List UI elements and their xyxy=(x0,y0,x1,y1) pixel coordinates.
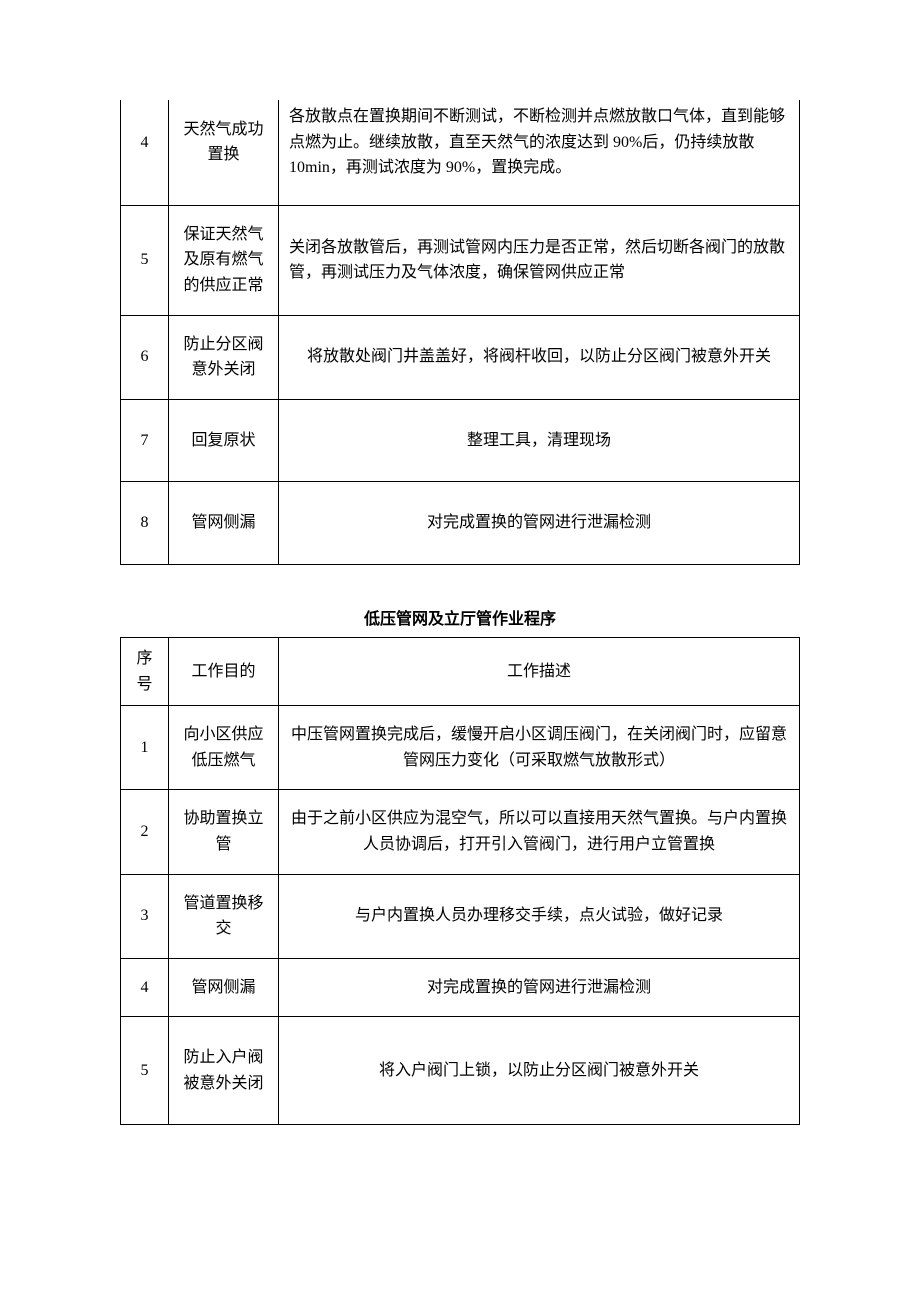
row-num: 4 xyxy=(121,100,169,205)
table2: 序号 工作目的 工作描述 1向小区供应低压燃气中压管网置换完成后，缓慢开启小区调… xyxy=(120,637,800,1126)
table-row: 6防止分区阀意外关闭将放散处阀门井盖盖好，将阀杆收回，以防止分区阀门被意外开关 xyxy=(121,315,800,399)
row-desc: 将入户阀门上锁，以防止分区阀门被意外开关 xyxy=(279,1017,800,1125)
table-row: 4天然气成功置换各放散点在置换期间不断测试，不断检测并点燃放散口气体，直到能够点… xyxy=(121,100,800,205)
row-purpose: 防止分区阀意外关闭 xyxy=(169,315,279,399)
row-desc: 将放散处阀门井盖盖好，将阀杆收回，以防止分区阀门被意外开关 xyxy=(279,315,800,399)
table2-header-desc: 工作描述 xyxy=(279,637,800,705)
row-purpose: 保证天然气及原有燃气的供应正常 xyxy=(169,205,279,315)
table2-container: 序号 工作目的 工作描述 1向小区供应低压燃气中压管网置换完成后，缓慢开启小区调… xyxy=(120,637,800,1126)
table2-header-row: 序号 工作目的 工作描述 xyxy=(121,637,800,705)
row-desc: 关闭各放散管后，再测试管网内压力是否正常，然后切断各阀门的放散管，再测试压力及气… xyxy=(279,205,800,315)
table1-body: 4天然气成功置换各放散点在置换期间不断测试，不断检测并点燃放散口气体，直到能够点… xyxy=(121,100,800,564)
row-desc: 对完成置换的管网进行泄漏检测 xyxy=(279,482,800,565)
row-num: 4 xyxy=(121,958,169,1017)
table2-header-purpose: 工作目的 xyxy=(169,637,279,705)
table1: 4天然气成功置换各放散点在置换期间不断测试，不断检测并点燃放散口气体，直到能够点… xyxy=(120,100,800,565)
table-row: 4管网侧漏对完成置换的管网进行泄漏检测 xyxy=(121,958,800,1017)
table2-body: 序号 工作目的 工作描述 1向小区供应低压燃气中压管网置换完成后，缓慢开启小区调… xyxy=(121,637,800,1125)
row-num: 8 xyxy=(121,482,169,565)
row-desc: 整理工具，清理现场 xyxy=(279,399,800,482)
row-desc: 对完成置换的管网进行泄漏检测 xyxy=(279,958,800,1017)
table-row: 8管网侧漏对完成置换的管网进行泄漏检测 xyxy=(121,482,800,565)
row-purpose: 回复原状 xyxy=(169,399,279,482)
table-row: 2协助置换立管由于之前小区供应为混空气，所以可以直接用天然气置换。与户内置换人员… xyxy=(121,790,800,874)
row-desc: 与户内置换人员办理移交手续，点火试验，做好记录 xyxy=(279,874,800,958)
table-row: 1向小区供应低压燃气中压管网置换完成后，缓慢开启小区调压阀门，在关闭阀门时，应留… xyxy=(121,706,800,790)
table-row: 5保证天然气及原有燃气的供应正常关闭各放散管后，再测试管网内压力是否正常，然后切… xyxy=(121,205,800,315)
row-purpose: 防止入户阀被意外关闭 xyxy=(169,1017,279,1125)
row-purpose: 管网侧漏 xyxy=(169,958,279,1017)
row-num: 5 xyxy=(121,205,169,315)
row-desc: 中压管网置换完成后，缓慢开启小区调压阀门，在关闭阀门时，应留意管网压力变化（可采… xyxy=(279,706,800,790)
row-desc: 各放散点在置换期间不断测试，不断检测并点燃放散口气体，直到能够点燃为止。继续放散… xyxy=(279,100,800,205)
row-num: 7 xyxy=(121,399,169,482)
row-purpose: 管道置换移交 xyxy=(169,874,279,958)
table2-header-num: 序号 xyxy=(121,637,169,705)
row-num: 3 xyxy=(121,874,169,958)
row-purpose: 天然气成功置换 xyxy=(169,100,279,205)
row-purpose: 协助置换立管 xyxy=(169,790,279,874)
row-purpose: 管网侧漏 xyxy=(169,482,279,565)
row-num: 5 xyxy=(121,1017,169,1125)
row-purpose: 向小区供应低压燃气 xyxy=(169,706,279,790)
section2-title: 低压管网及立厅管作业程序 xyxy=(120,605,800,629)
table-row: 3管道置换移交与户内置换人员办理移交手续，点火试验，做好记录 xyxy=(121,874,800,958)
table-row: 5防止入户阀被意外关闭将入户阀门上锁，以防止分区阀门被意外开关 xyxy=(121,1017,800,1125)
row-desc: 由于之前小区供应为混空气，所以可以直接用天然气置换。与户内置换人员协调后，打开引… xyxy=(279,790,800,874)
table-row: 7回复原状整理工具，清理现场 xyxy=(121,399,800,482)
table1-container: 4天然气成功置换各放散点在置换期间不断测试，不断检测并点燃放散口气体，直到能够点… xyxy=(120,100,800,565)
row-num: 1 xyxy=(121,706,169,790)
row-num: 6 xyxy=(121,315,169,399)
row-num: 2 xyxy=(121,790,169,874)
